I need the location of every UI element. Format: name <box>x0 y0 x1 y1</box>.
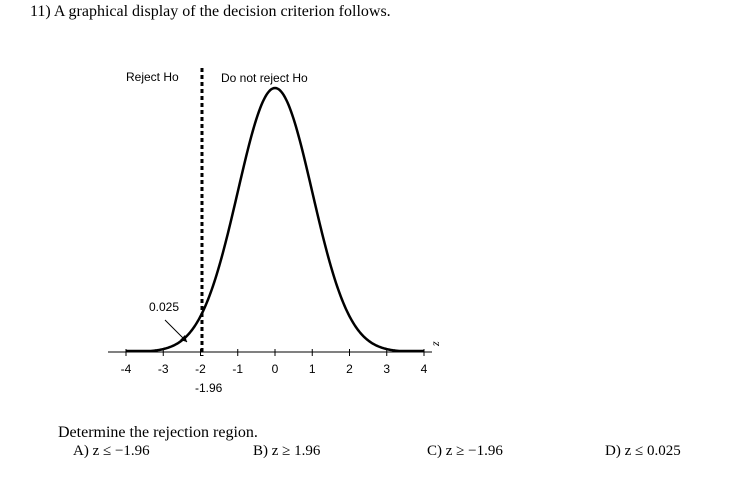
tail-area-label: 0.025 <box>149 300 179 314</box>
x-tick-label: 4 <box>421 362 428 376</box>
choice-d[interactable]: D) z ≤ 0.025 <box>605 443 681 460</box>
reject-region-label: Reject Ho <box>126 70 179 84</box>
choice-a-text: z ≤ −1.96 <box>92 443 150 459</box>
normal-curve <box>126 86 424 353</box>
question-stem: 11) A graphical display of the decision … <box>30 3 391 21</box>
critical-value-label: -1.96 <box>195 381 223 395</box>
choice-c-letter: C) <box>427 443 442 459</box>
question-prompt: Determine the rejection region. <box>58 424 258 441</box>
x-tick-label: -2 <box>195 362 206 376</box>
x-tick-label: -1 <box>232 362 243 376</box>
question-number: 11) <box>30 3 51 20</box>
question-text: A graphical display of the decision crit… <box>53 3 391 20</box>
choice-d-text: z ≤ 0.025 <box>624 443 681 459</box>
tail-area-pointer-arrowhead <box>180 335 187 342</box>
choice-a-letter: A) <box>73 443 89 459</box>
x-tick-label: 2 <box>346 362 353 376</box>
choice-b-letter: B) <box>253 443 268 459</box>
choice-d-letter: D) <box>605 443 621 459</box>
x-tick-label: 0 <box>272 362 279 376</box>
curve-layer <box>126 68 424 356</box>
normal-curve-figure: -4 -3 -2 -1 0 1 2 3 4 Reject Ho Do not reject Ho… <box>108 68 442 395</box>
x-tick-label: 1 <box>309 362 316 376</box>
choice-c[interactable]: C) z ≥ −1.96 <box>427 443 503 460</box>
choice-a[interactable]: A) z ≤ −1.96 <box>73 443 150 460</box>
x-tick-label: 3 <box>383 362 390 376</box>
axis-layer: -4 -3 -2 -1 0 1 2 3 4 <box>108 349 432 376</box>
axis-variable-label: z <box>428 341 442 347</box>
choice-b-text: z ≥ 1.96 <box>271 443 321 459</box>
x-tick-label: -3 <box>158 362 169 376</box>
do-not-reject-region-label: Do not reject Ho <box>221 71 308 85</box>
choice-b[interactable]: B) z ≥ 1.96 <box>253 443 320 460</box>
x-tick-label: -4 <box>121 362 132 376</box>
choice-c-text: z ≥ −1.96 <box>445 443 503 459</box>
